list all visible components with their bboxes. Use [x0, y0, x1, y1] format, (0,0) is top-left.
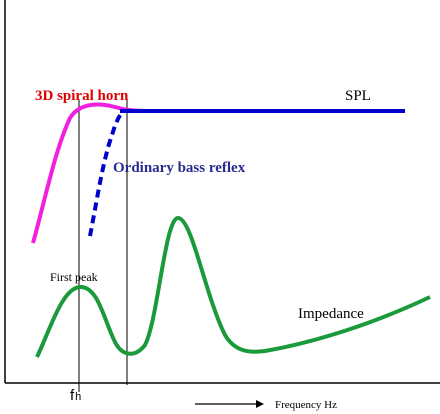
horn-label: 3D spiral horn — [35, 88, 129, 104]
x-arrow-head — [256, 400, 264, 408]
impedance-label: Impedance — [298, 306, 364, 322]
spl-label: SPL — [345, 88, 371, 104]
fh-main: f — [70, 387, 75, 404]
x-axis-label: Frequency Hz — [275, 399, 337, 411]
fh-sub: h — [75, 391, 81, 403]
reflex-curve — [88, 109, 126, 237]
first-peak-label: First peak — [50, 270, 98, 284]
impedance-curve — [35, 215, 431, 358]
fh-label: fh — [70, 387, 81, 404]
reflex-label: Ordinary bass reflex — [113, 160, 246, 176]
